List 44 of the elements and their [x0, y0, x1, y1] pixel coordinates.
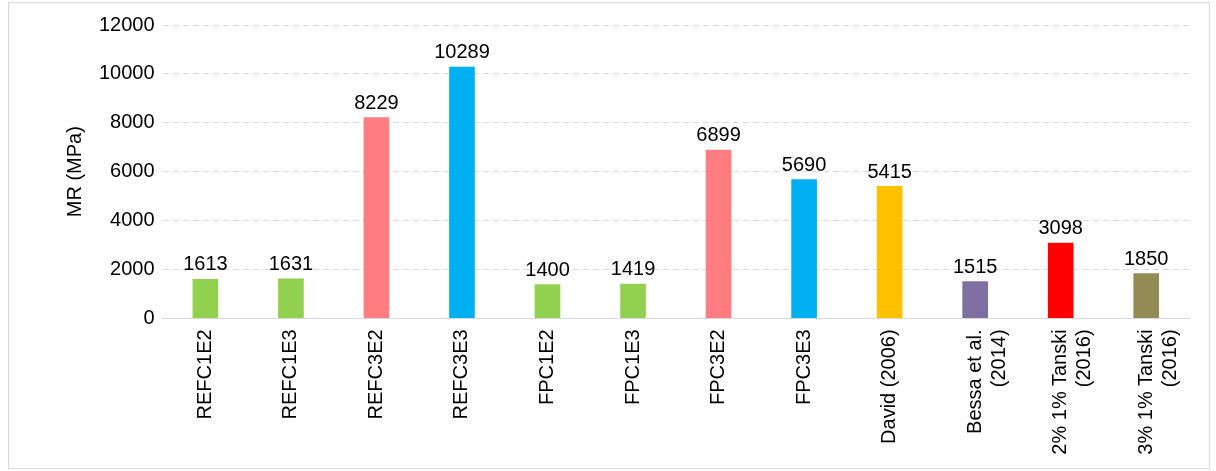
- bar: [1047, 242, 1074, 318]
- bar: [534, 284, 561, 318]
- y-tick-label: 8000: [110, 110, 155, 133]
- x-tick-label: David (2006): [877, 329, 900, 444]
- y-tick-label: 0: [143, 305, 155, 328]
- y-tick-label: 4000: [110, 208, 155, 231]
- data-label: 1631: [268, 252, 314, 275]
- x-tick-label: FPC3E2: [706, 329, 729, 405]
- bar: [192, 278, 219, 318]
- x-tick-label: Bessa et al. (2014): [962, 329, 1009, 434]
- y-axis-title: MR (MPa): [62, 126, 85, 218]
- bar: [278, 278, 304, 318]
- x-tick-label: 3% 1% Tanski (2016): [1133, 329, 1180, 455]
- bar: [1133, 273, 1160, 318]
- y-tick-label: 12000: [98, 12, 155, 35]
- data-label: 5415: [867, 159, 912, 182]
- data-label: 6899: [696, 123, 741, 146]
- data-label: 1613: [183, 252, 228, 275]
- x-tick-label: 2% 1% Tanski (2016): [1048, 329, 1095, 455]
- data-label: 5690: [781, 152, 827, 175]
- data-label: 10289: [434, 40, 490, 63]
- bar: [705, 149, 732, 318]
- y-tick-label: 10000: [98, 61, 155, 84]
- x-tick-label: REFC1E3: [278, 329, 301, 420]
- bar: [363, 117, 390, 318]
- y-tick-label: 6000: [110, 159, 155, 182]
- x-tick-label: FPC1E2: [535, 329, 558, 405]
- x-tick-label: REFC1E2: [192, 329, 215, 420]
- data-label: 1850: [1123, 246, 1169, 269]
- data-label: 1515: [952, 254, 998, 277]
- y-tick-label: 2000: [110, 257, 155, 279]
- data-label: 8229: [354, 90, 399, 113]
- bar: [791, 179, 817, 318]
- data-label: 1400: [525, 257, 570, 280]
- bar: [620, 283, 646, 318]
- data-label: 1419: [610, 257, 656, 280]
- x-tick-label: REFC3E3: [449, 329, 472, 420]
- bar: [876, 186, 903, 318]
- data-label: 3098: [1038, 216, 1083, 239]
- bar: [449, 66, 475, 318]
- x-tick-label: REFC3E2: [363, 329, 386, 420]
- x-tick-label: FPC3E3: [791, 329, 814, 405]
- x-tick-label: FPC1E3: [620, 329, 643, 405]
- bar: [962, 281, 988, 318]
